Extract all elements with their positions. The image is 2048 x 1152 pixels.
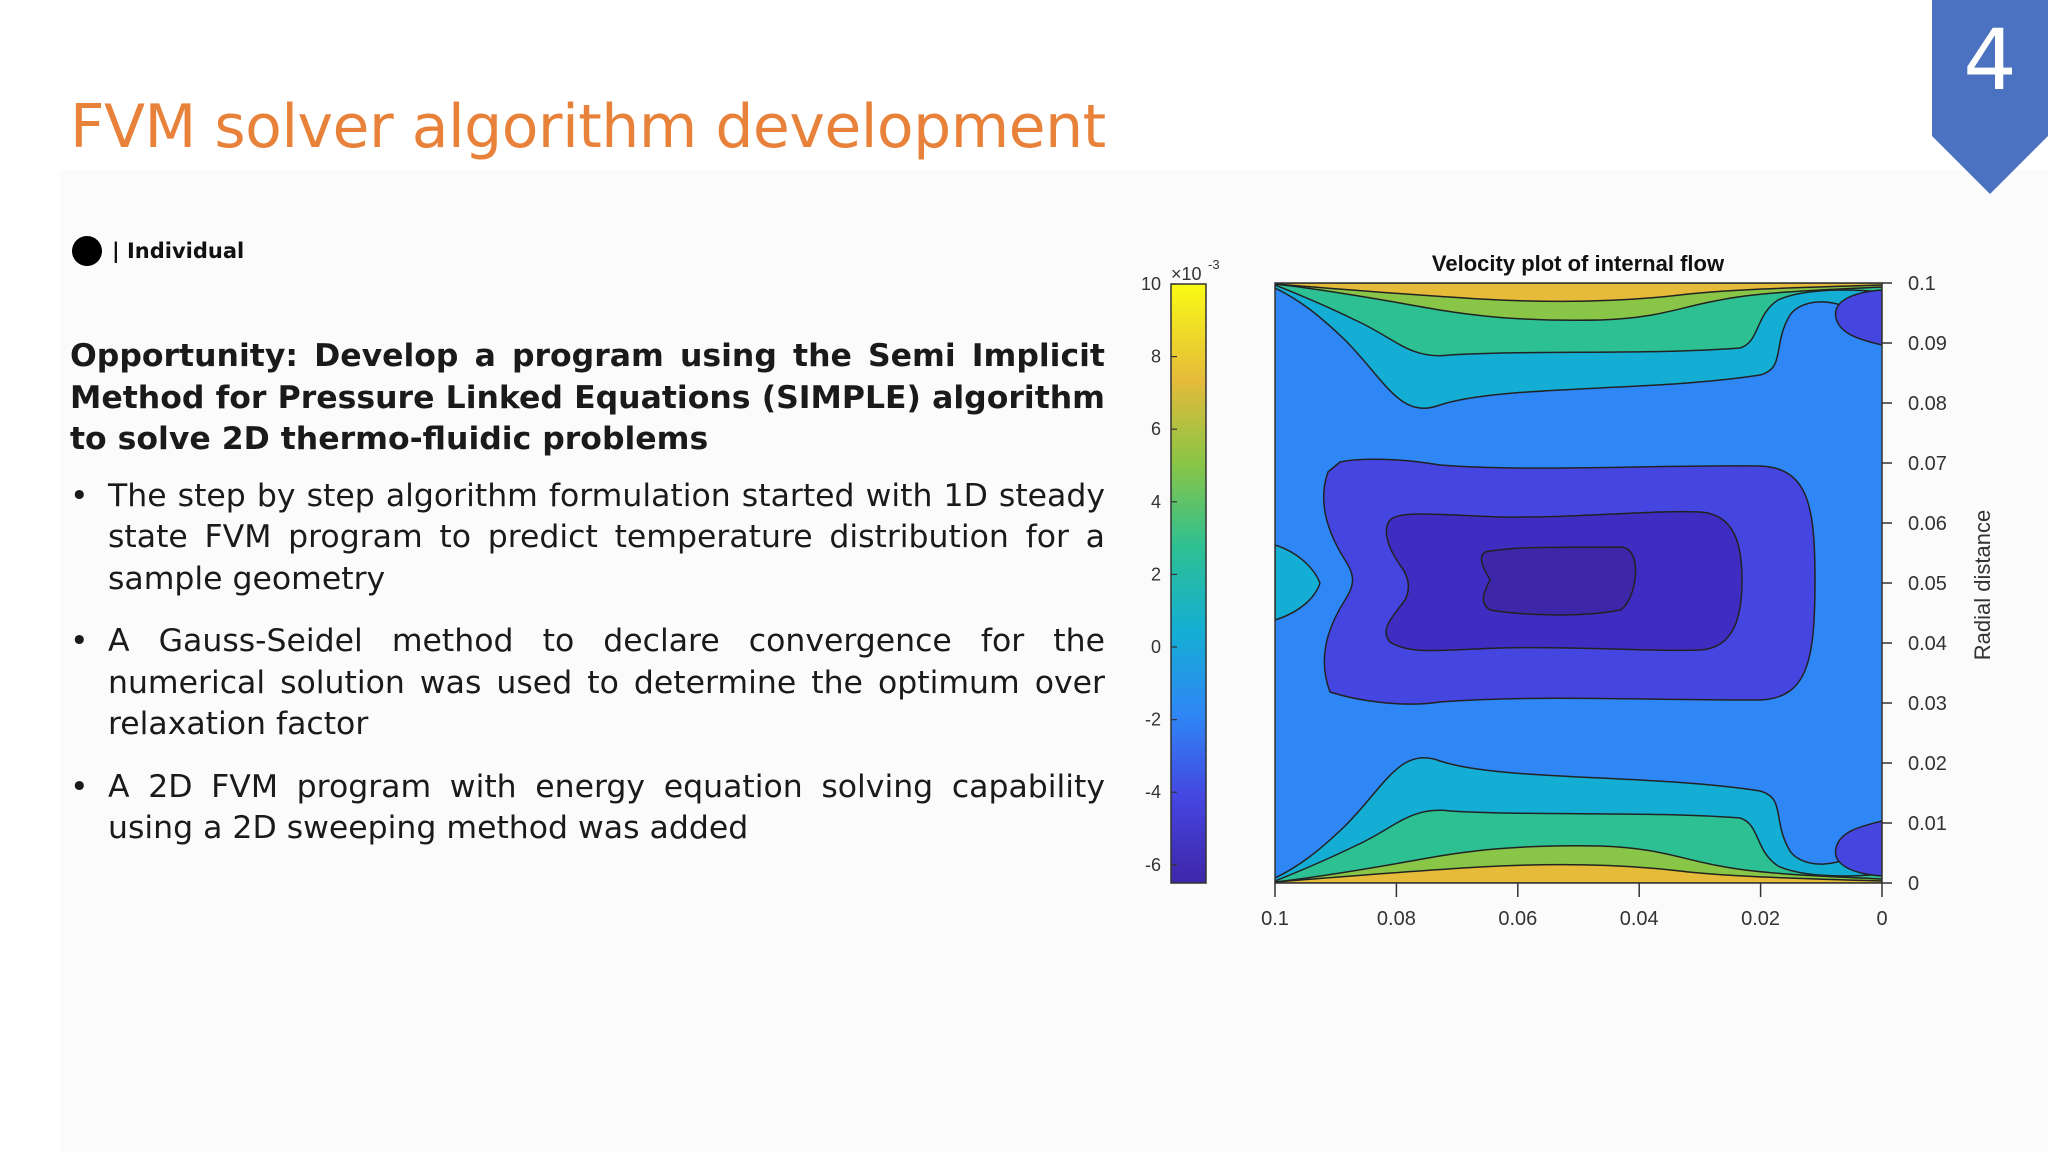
colorbar-tick-label: -6 <box>1145 855 1161 875</box>
colorbar-tick-label: -2 <box>1145 710 1161 730</box>
colorbar-tick-label: 6 <box>1151 419 1161 439</box>
slide-title: FVM solver algorithm development <box>70 92 1106 162</box>
y-tick-label: 0.05 <box>1908 573 1947 595</box>
colorbar-tick-label: 8 <box>1151 347 1161 367</box>
slide-number: 4 <box>1963 11 2017 109</box>
y-tick-label: 0.1 <box>1908 273 1936 295</box>
y-tick-label: 0 <box>1908 873 1919 895</box>
x-tick-label: 0.1 <box>1261 908 1289 930</box>
contour-left-bump <box>1275 544 1321 621</box>
y-tick-label: 0.03 <box>1908 693 1947 715</box>
colorbar <box>1170 283 1207 884</box>
x-axis: 0.1 0.08 0.06 0.04 0.02 0 <box>1261 883 1888 930</box>
contour-level-bottom-yellow <box>1275 863 1882 883</box>
contour-level-top-yellow <box>1275 283 1882 303</box>
contour-center-core <box>1480 546 1637 616</box>
opportunity-statement: Opportunity: Develop a program using the… <box>70 338 1105 457</box>
x-tick-label: 0.02 <box>1741 908 1780 930</box>
x-tick-label: 0.08 <box>1377 908 1416 930</box>
category-tag-label: | Individual <box>112 239 245 263</box>
colorbar-tick-label: 4 <box>1151 492 1161 512</box>
colorbar-tick-label: 10 <box>1141 274 1161 294</box>
y-axis: 0.1 0.09 0.08 0.07 0.06 0.05 0.04 0.03 0.02 0.01 0 <box>1882 273 1947 895</box>
y-tick-label: 0.04 <box>1908 633 1947 655</box>
colorbar-tick-label: 2 <box>1151 564 1161 584</box>
colorbar-tick-label: -4 <box>1145 782 1161 802</box>
y-tick-label: 0.02 <box>1908 753 1947 775</box>
colorbar-exponent: -3 <box>1208 257 1220 272</box>
y-tick-label: 0.06 <box>1908 513 1947 535</box>
bullet-item: A 2D FVM program with energy equation so… <box>70 767 1105 850</box>
slide-number-badge <box>1932 0 2048 194</box>
y-tick-label: 0.07 <box>1908 453 1947 475</box>
contour-field <box>1275 283 1882 883</box>
bullet-list: The step by step algorithm formulation s… <box>70 476 1105 850</box>
y-tick-label: 0.09 <box>1908 333 1947 355</box>
bullet-item: The step by step algorithm formulation s… <box>70 476 1105 601</box>
y-tick-label: 0.08 <box>1908 393 1947 415</box>
x-tick-label: 0.04 <box>1620 908 1659 930</box>
bullet-item: A Gauss-Seidel method to declare converg… <box>70 621 1105 746</box>
bullet-dot-icon <box>72 236 102 266</box>
x-tick-label: 0 <box>1876 908 1887 930</box>
x-tick-label: 0.06 <box>1498 908 1537 930</box>
y-tick-label: 0.01 <box>1908 813 1947 835</box>
colorbar-tick-label: 0 <box>1151 637 1161 657</box>
colorbar-ticks: 10 8 6 4 2 0 -2 -4 -6 <box>1141 274 1177 875</box>
chart-title: Velocity plot of internal flow <box>1432 251 1725 276</box>
y-axis-label: Radial distance <box>1970 510 1995 660</box>
category-tag: | Individual <box>72 236 244 266</box>
contour-corner-bottom-right <box>1834 820 1882 877</box>
slide-body: Opportunity: Develop a program using the… <box>70 336 1105 871</box>
colorbar-multiplier: ×10 <box>1171 264 1202 284</box>
contour-corner-top-right <box>1834 289 1882 346</box>
